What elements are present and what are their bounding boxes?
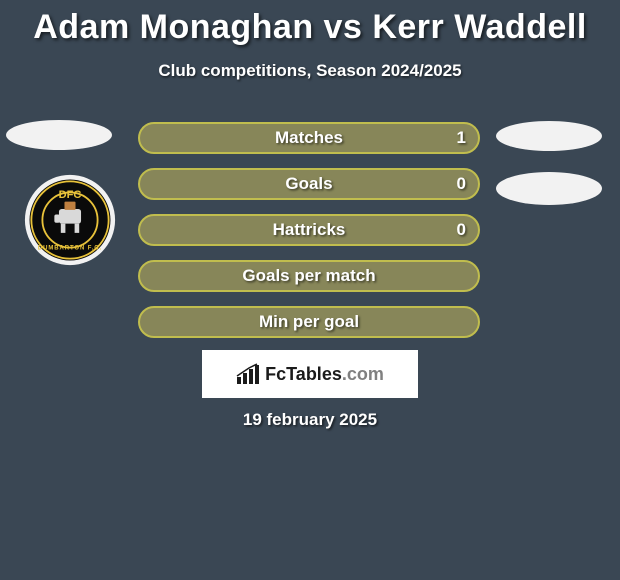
stat-bar: Min per goal xyxy=(138,306,480,338)
page-subtitle: Club competitions, Season 2024/2025 xyxy=(0,61,620,81)
stat-bar-label: Hattricks xyxy=(138,214,480,246)
svg-text:DFC: DFC xyxy=(59,189,82,201)
stat-bar-label: Goals xyxy=(138,168,480,200)
stat-bar-label: Min per goal xyxy=(138,306,480,338)
player-left-oval xyxy=(6,120,112,150)
stat-bar-label: Matches xyxy=(138,122,480,154)
stat-bar-value: 0 xyxy=(457,214,466,246)
player-right-oval-2 xyxy=(496,172,602,205)
svg-text:DUMBARTON F.C.: DUMBARTON F.C. xyxy=(38,245,102,251)
player-right-oval-1 xyxy=(496,121,602,151)
fctables-logo: FcTables.com xyxy=(202,350,418,398)
stat-bar-value: 0 xyxy=(457,168,466,200)
stat-bars: Matches1Goals0Hattricks0Goals per matchM… xyxy=(138,122,480,352)
bars-icon xyxy=(236,363,262,385)
page-title: Adam Monaghan vs Kerr Waddell xyxy=(0,0,620,47)
stat-bar-label: Goals per match xyxy=(138,260,480,292)
stat-bar: Hattricks0 xyxy=(138,214,480,246)
stat-bar: Goals0 xyxy=(138,168,480,200)
club-crest: DFC DUMBARTON F.C. xyxy=(24,174,116,266)
stat-bar-value: 1 xyxy=(457,122,466,154)
stat-bar: Goals per match xyxy=(138,260,480,292)
stat-bar: Matches1 xyxy=(138,122,480,154)
generated-date: 19 february 2025 xyxy=(0,410,620,430)
logo-text: FcTables.com xyxy=(265,364,384,385)
